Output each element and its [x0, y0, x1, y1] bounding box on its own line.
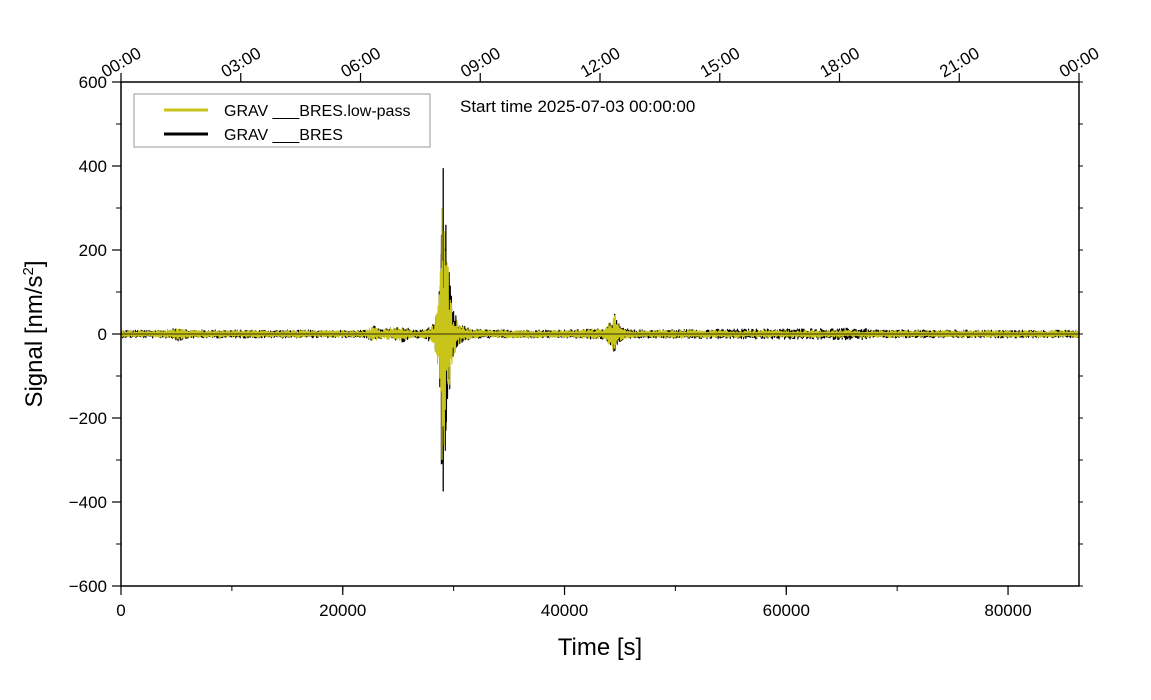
trace-layer: [120, 168, 1080, 492]
x-tick-label: 40000: [541, 601, 588, 620]
x-tick-label: 80000: [984, 601, 1031, 620]
x-tick-label: 0: [116, 601, 125, 620]
y-axis-label: Signal [nm/s2]: [20, 260, 48, 407]
y-tick-label: −400: [69, 493, 107, 512]
y-tick-label: 0: [98, 325, 107, 344]
y-tick-label: 200: [79, 241, 107, 260]
series-line-low-pass: [120, 250, 1080, 446]
x-axis-label: Time [s]: [558, 634, 642, 661]
x-tick-label: 60000: [763, 601, 810, 620]
legend-label-raw: GRAV ___BRES: [224, 127, 343, 144]
y-tick-label: 600: [79, 73, 107, 92]
start-time-annotation: Start time 2025-07-03 00:00:00: [460, 97, 695, 116]
y-axis-label-superscript: 2: [20, 267, 37, 275]
y-tick-label: −200: [69, 409, 107, 428]
y-axis-label-main: Signal [nm/s: [21, 275, 48, 407]
y-tick-label: −600: [69, 577, 107, 596]
legend: GRAV ___BRES.low-pass GRAV ___BRES: [133, 93, 431, 148]
series-line-raw: [120, 221, 1080, 464]
legend-label-low-pass: GRAV ___BRES.low-pass: [224, 103, 410, 120]
legend-box: [133, 93, 431, 148]
x-tick-label: 20000: [319, 601, 366, 620]
y-tick-label: 400: [79, 157, 107, 176]
y-axis-label-tail: ]: [21, 260, 48, 267]
